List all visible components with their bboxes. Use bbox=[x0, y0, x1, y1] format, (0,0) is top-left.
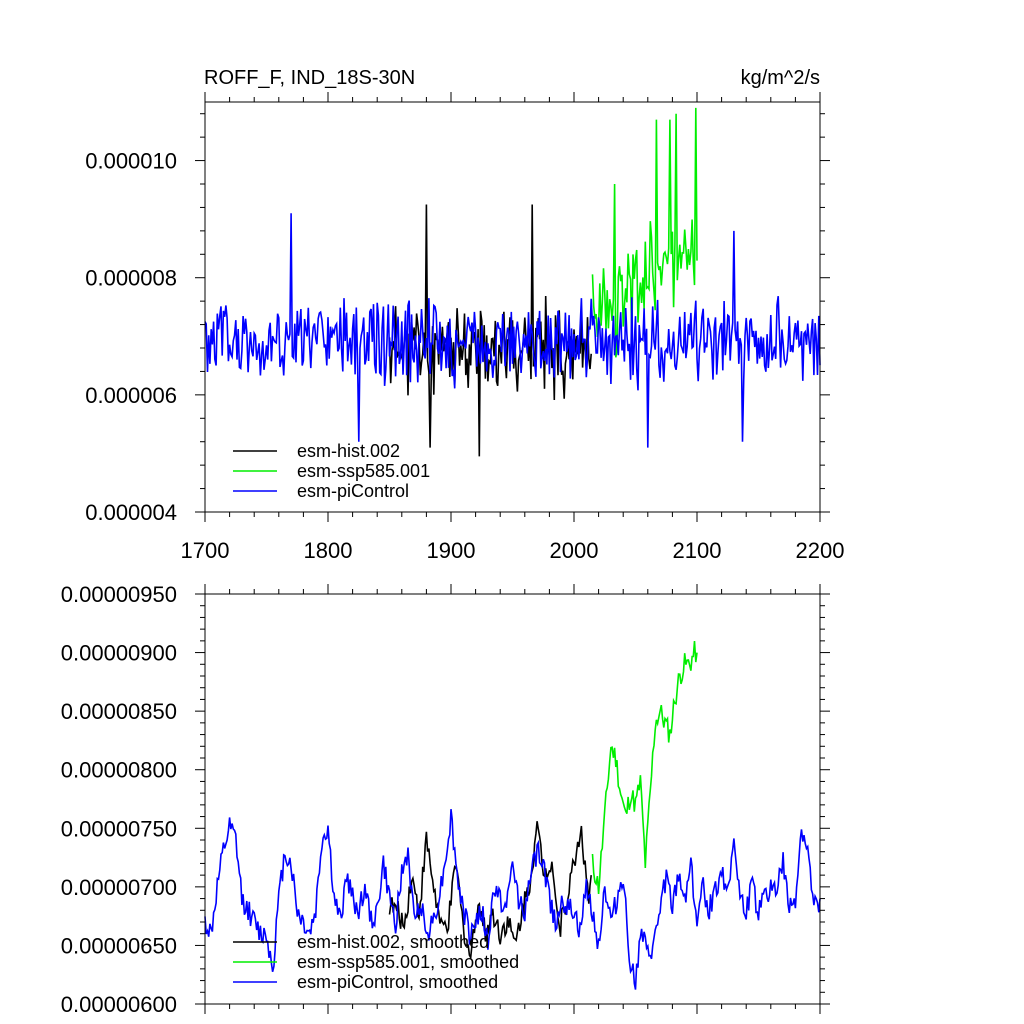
legend-label: esm-hist.002 bbox=[297, 441, 400, 461]
legend-label: esm-piControl bbox=[297, 481, 409, 501]
y-tick-label: 0.00000700 bbox=[61, 875, 177, 900]
series-line-1 bbox=[591, 107, 698, 358]
y-tick-label: 0.000006 bbox=[85, 383, 177, 408]
series-line-1 bbox=[591, 640, 698, 895]
legend-label: esm-piControl, smoothed bbox=[297, 972, 498, 992]
series-line-2 bbox=[204, 809, 821, 990]
plot-frame bbox=[204, 101, 821, 513]
legend-label: esm-ssp585.001 bbox=[297, 461, 430, 481]
panel-top-title: ROFF_F, IND_18S-30N bbox=[204, 67, 415, 89]
y-tick-label: 0.000010 bbox=[85, 149, 177, 174]
y-tick-label: 0.00000800 bbox=[61, 758, 177, 783]
plot-frame bbox=[204, 593, 821, 1005]
y-tick-label: 0.00000900 bbox=[61, 641, 177, 666]
x-tick-label: 1800 bbox=[304, 538, 353, 563]
x-tick-label: 1700 bbox=[181, 538, 230, 563]
series-line-0 bbox=[388, 204, 592, 457]
panel-bottom: 0.00000600 0.00000650 0.00000700 0.00000750… bbox=[61, 582, 830, 1017]
panel-top-units: kg/m^2/s bbox=[741, 67, 820, 89]
x-tick-label: 1900 bbox=[427, 538, 476, 563]
x-tick-label: 2100 bbox=[673, 538, 722, 563]
series-line-2 bbox=[204, 213, 821, 448]
y-tick-label: 0.00000650 bbox=[61, 933, 177, 958]
y-tick-label: 0.00000600 bbox=[61, 992, 177, 1017]
y-tick-label: 0.000004 bbox=[85, 500, 177, 525]
x-tick-label: 2000 bbox=[550, 538, 599, 563]
x-tick-label: 2200 bbox=[796, 538, 845, 563]
panel-top: 1700 1800 1900 2000 2100 2200 0.000004 0.000006… bbox=[85, 92, 844, 563]
legend-label: esm-ssp585.001, smoothed bbox=[297, 952, 519, 972]
legend-label: esm-hist.002, smoothed bbox=[297, 932, 489, 952]
y-tick-label: 0.00000950 bbox=[61, 582, 177, 607]
y-tick-label: 0.00000750 bbox=[61, 816, 177, 841]
y-tick-label: 0.000008 bbox=[85, 266, 177, 291]
y-tick-label: 0.00000850 bbox=[61, 699, 177, 724]
